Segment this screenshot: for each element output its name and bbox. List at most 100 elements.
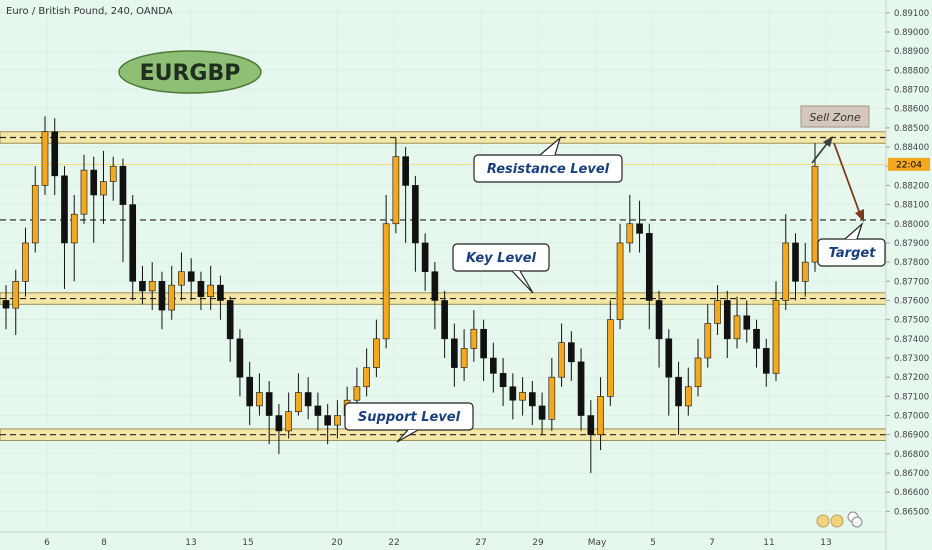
candle-body bbox=[265, 392, 273, 416]
price-tick-label: 0.88200 bbox=[894, 181, 929, 191]
up-arrow-line bbox=[811, 140, 830, 164]
lines-layer bbox=[0, 163, 886, 221]
candle-body bbox=[109, 165, 117, 182]
key-callout[interactable]: Key Level bbox=[452, 243, 550, 294]
price-tick-label: 0.87100 bbox=[894, 392, 929, 402]
down-arrow-line bbox=[833, 142, 861, 215]
time-tick-label: 20 bbox=[331, 538, 343, 548]
candle-body bbox=[80, 169, 88, 215]
arrows-layer bbox=[811, 136, 864, 222]
candle-body bbox=[187, 271, 195, 282]
candle-body bbox=[733, 315, 741, 340]
time-tick-label: 27 bbox=[475, 538, 486, 548]
candle-body bbox=[392, 156, 400, 225]
candle-body bbox=[334, 415, 341, 426]
price-tick-label: 0.86900 bbox=[894, 431, 929, 441]
price-tick-label: 0.87900 bbox=[894, 239, 929, 249]
price-tick-label: 0.88700 bbox=[894, 86, 929, 96]
price-axis-labels[interactable]: 0.89100 0.89000 0.88900 0.88800 0.88700 0.886… bbox=[886, 9, 929, 518]
candle-body bbox=[490, 357, 497, 374]
emoji-icon[interactable] bbox=[851, 516, 863, 528]
price-tick-label: 0.88400 bbox=[894, 143, 929, 153]
time-tick-label: 29 bbox=[532, 538, 544, 548]
current-price-time: 22:04 bbox=[896, 160, 922, 170]
candle-body bbox=[178, 271, 185, 286]
candle-body bbox=[606, 319, 614, 397]
emoji-icon[interactable] bbox=[830, 514, 844, 528]
price-tick-label: 0.87700 bbox=[894, 277, 929, 287]
support-callout-pointer bbox=[396, 429, 419, 443]
candle-body bbox=[139, 280, 146, 292]
current-price-tag bbox=[888, 157, 930, 171]
time-tick-label: 8 bbox=[101, 538, 107, 548]
support-callout[interactable]: Support Level bbox=[344, 402, 474, 443]
candle-body bbox=[421, 242, 429, 273]
time-axis-labels[interactable]: 6 8 13 15 20 22 27 29 May 5 7 11 13 bbox=[44, 538, 832, 548]
symbol-badge: EURGBP bbox=[118, 50, 262, 94]
candle-body bbox=[626, 223, 634, 244]
candle-body bbox=[402, 156, 409, 186]
price-tick-label: 0.88900 bbox=[894, 47, 929, 57]
candle-body bbox=[441, 300, 448, 340]
candle-body bbox=[558, 342, 565, 378]
price-tick-label: 0.87400 bbox=[894, 335, 929, 345]
candle-body bbox=[655, 300, 663, 340]
candle-body bbox=[529, 392, 536, 407]
candle-body bbox=[597, 396, 604, 436]
resistance-callout-text: Resistance Level bbox=[487, 162, 610, 177]
candle-body bbox=[616, 242, 624, 320]
candle-body bbox=[236, 338, 244, 378]
candle-body bbox=[197, 280, 205, 297]
emoji-icon[interactable] bbox=[816, 514, 830, 528]
candle-body bbox=[295, 392, 302, 412]
price-tick-label: 0.86600 bbox=[894, 488, 929, 498]
sell-zone-text: Sell Zone bbox=[809, 111, 861, 124]
price-tick-label: 0.88100 bbox=[894, 201, 929, 211]
key-callout-box bbox=[452, 243, 550, 272]
candle-body bbox=[772, 300, 780, 374]
candle-body bbox=[762, 348, 770, 374]
candle-body bbox=[353, 386, 361, 401]
candle-body bbox=[158, 280, 166, 311]
resistance-callout-pointer bbox=[539, 136, 562, 156]
price-tick-label: 0.86800 bbox=[894, 450, 929, 460]
price-tick-label: 0.89000 bbox=[894, 28, 929, 38]
candle-body bbox=[499, 373, 507, 388]
candle-body bbox=[119, 165, 127, 205]
candle-body bbox=[460, 348, 468, 368]
key-callout-text: Key Level bbox=[466, 251, 537, 266]
time-tick-label: 13 bbox=[820, 538, 831, 548]
candle-body bbox=[782, 242, 790, 301]
candle-body bbox=[12, 280, 20, 309]
emoji-icons[interactable] bbox=[816, 511, 863, 528]
candle-body bbox=[304, 392, 312, 407]
time-tick-label: 13 bbox=[185, 538, 196, 548]
time-tick-label: 6 bbox=[44, 538, 50, 548]
candle-body bbox=[373, 338, 380, 368]
target-callout-text: Target bbox=[829, 246, 877, 261]
candle-body bbox=[568, 342, 575, 363]
candle-body bbox=[31, 185, 39, 244]
up-arrowhead-icon bbox=[823, 136, 833, 147]
candle-body bbox=[129, 204, 137, 282]
candle-body bbox=[2, 300, 10, 309]
candle-body bbox=[811, 165, 819, 263]
candle-body bbox=[801, 261, 809, 282]
candle-body bbox=[519, 392, 526, 401]
candle-body bbox=[382, 223, 390, 340]
price-tick-label: 0.87000 bbox=[894, 412, 929, 422]
key-callout-pointer bbox=[511, 270, 534, 294]
candle-body bbox=[743, 315, 751, 330]
candle-body bbox=[665, 338, 673, 378]
candle-body bbox=[314, 405, 322, 416]
resistance-callout[interactable]: Resistance Level bbox=[473, 136, 623, 183]
candle-body bbox=[168, 284, 176, 311]
candle-body bbox=[753, 328, 760, 349]
target-callout[interactable]: Target bbox=[817, 222, 886, 267]
price-tick-label: 0.88600 bbox=[894, 105, 929, 115]
sell-zone-label[interactable]: Sell Zone bbox=[800, 105, 870, 128]
candle-body bbox=[285, 411, 292, 432]
candle-body bbox=[675, 376, 682, 407]
time-tick-label: 7 bbox=[709, 538, 715, 548]
